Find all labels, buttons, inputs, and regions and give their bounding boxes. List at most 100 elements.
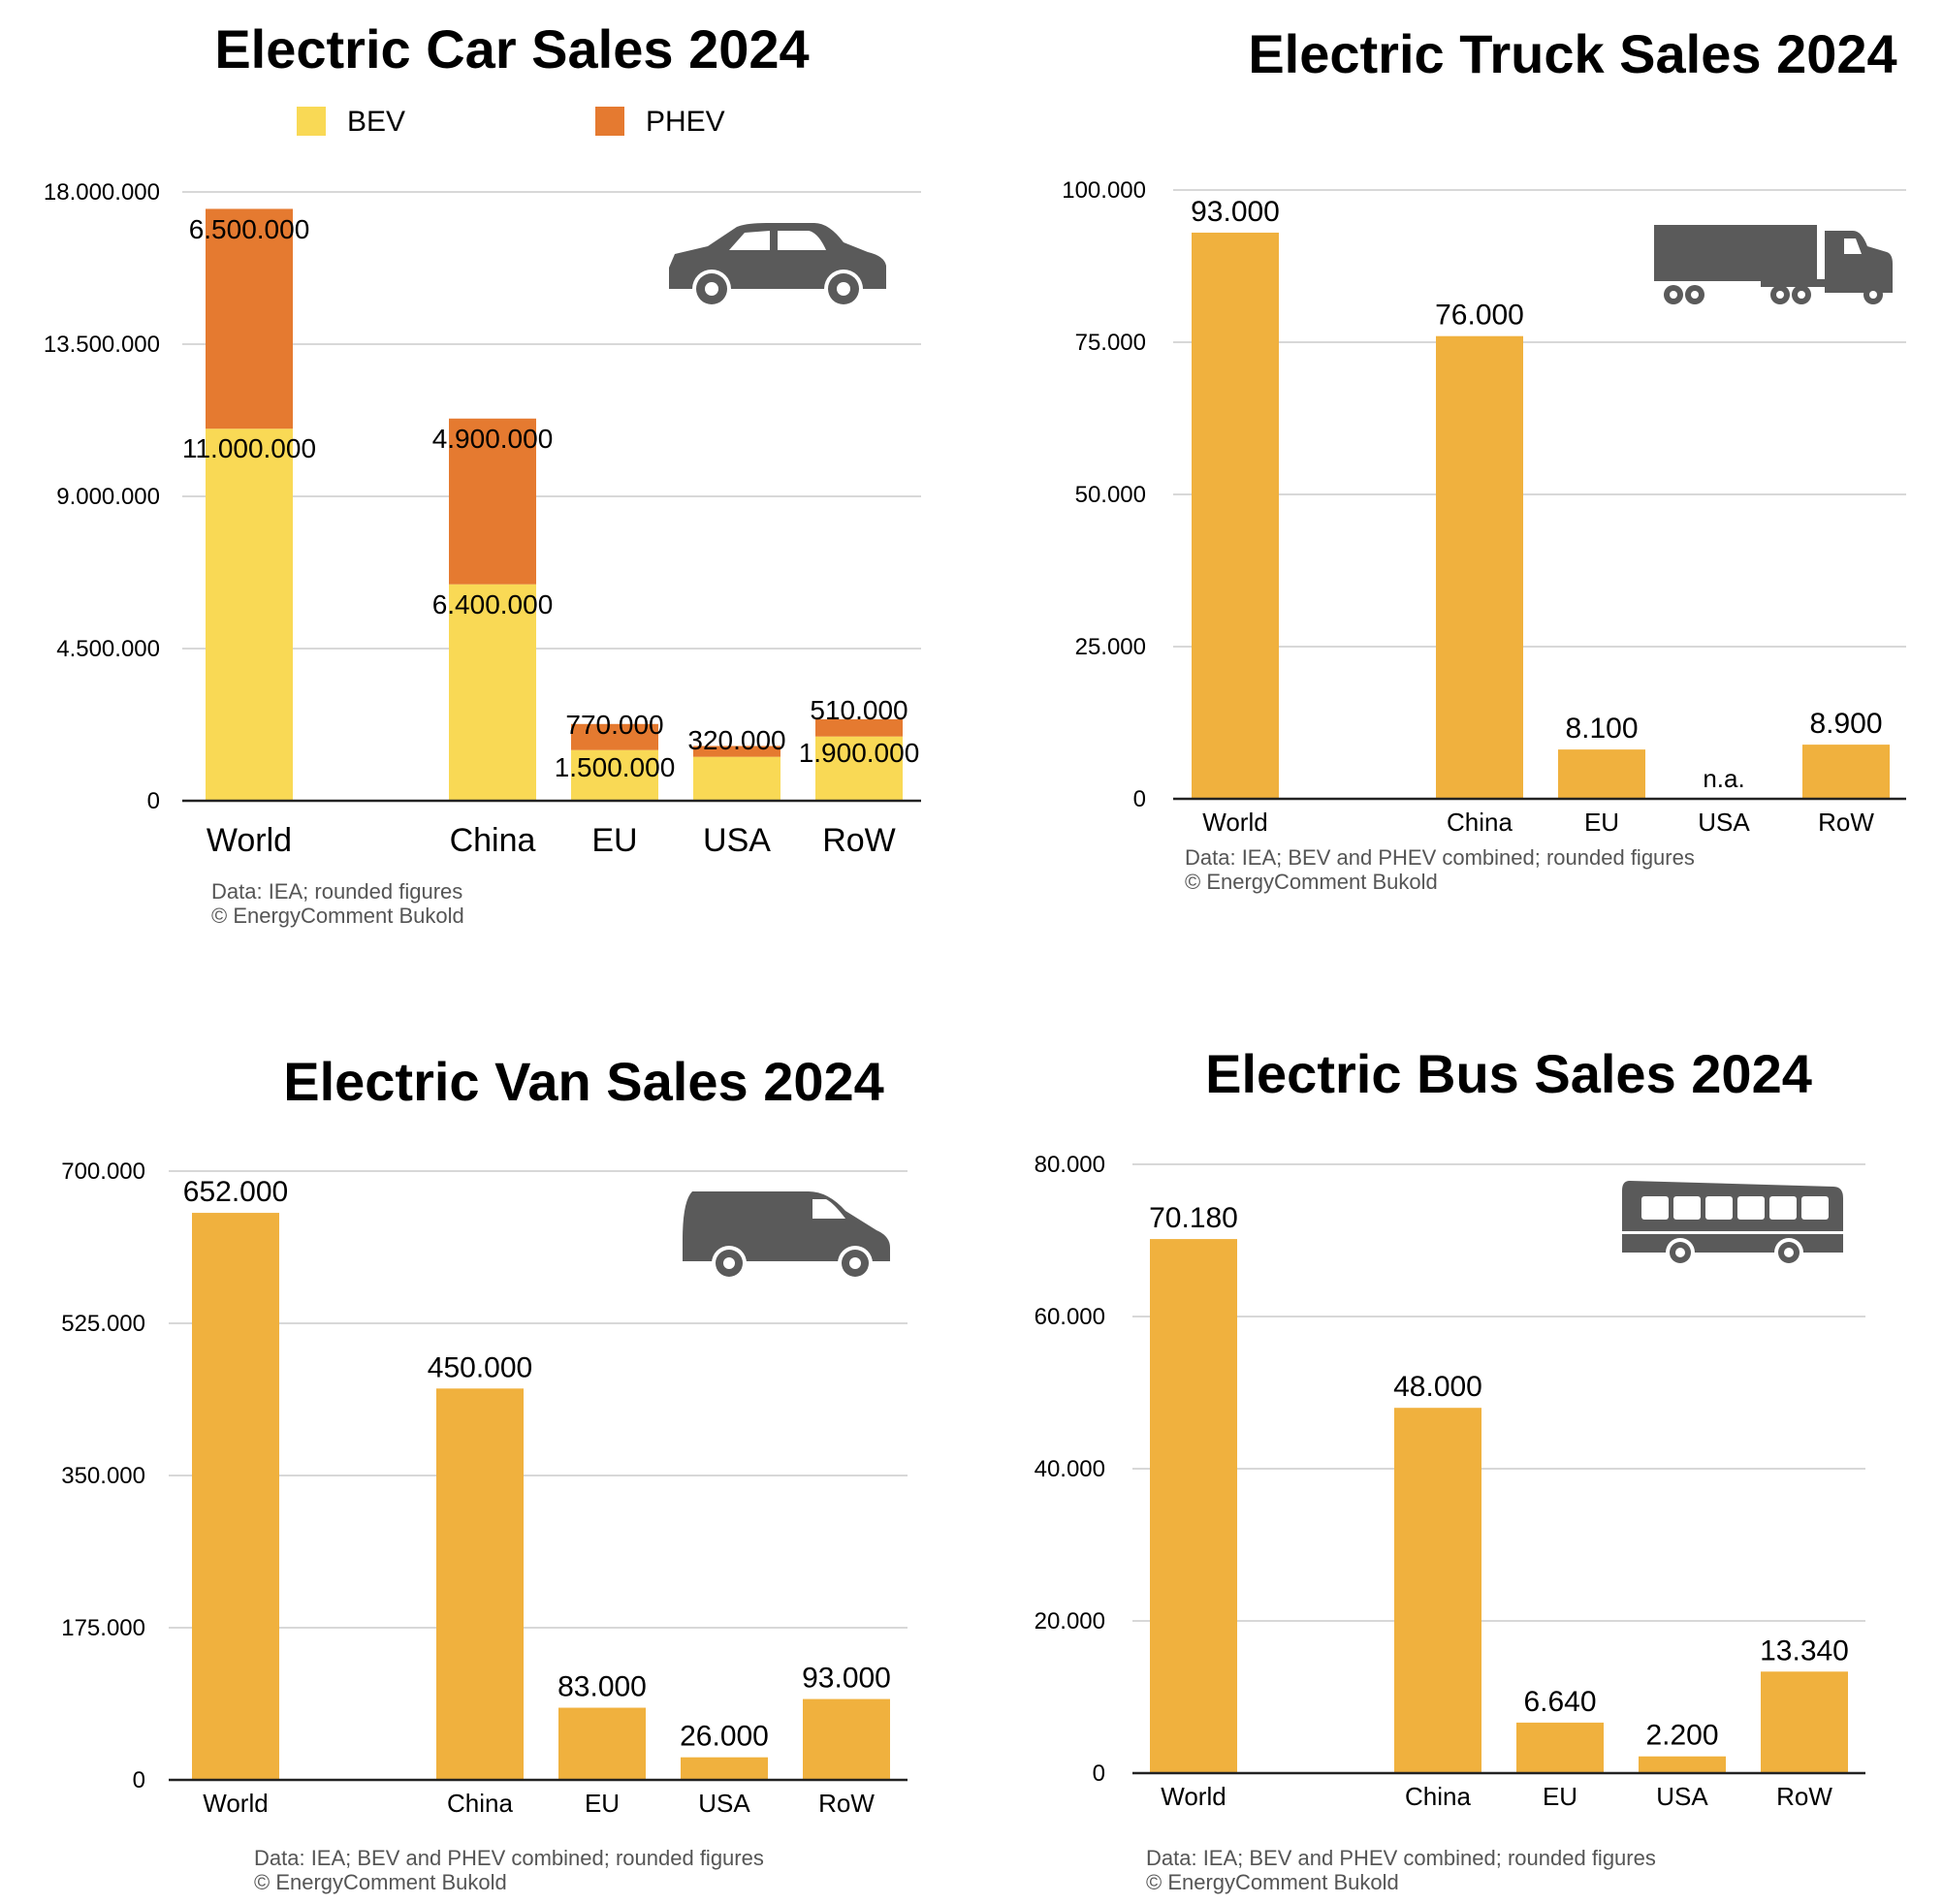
truck-wheel-hub: [1670, 291, 1677, 299]
source-note: Data: IEA; BEV and PHEV combined; rounde…: [1146, 1846, 1656, 1870]
truck-chassis: [1761, 279, 1838, 287]
x-tick-label: RoW: [1776, 1782, 1832, 1811]
bar-row: [1761, 1671, 1848, 1773]
bar-phev-row: [815, 718, 903, 737]
truck-cab: [1825, 231, 1893, 293]
bar-world: [1192, 232, 1279, 799]
bus-icon: [1622, 1181, 1843, 1267]
data-label-phev: 4.900.000: [432, 424, 554, 454]
bar-usa: [1639, 1756, 1726, 1773]
data-label-bev: 6.400.000: [432, 589, 554, 619]
van-wheel-hub: [849, 1257, 861, 1269]
data-label: 2.200: [1645, 1720, 1718, 1752]
bar-world: [1150, 1239, 1237, 1773]
bar-china: [1436, 335, 1523, 799]
y-tick-label: 175.000: [61, 1615, 145, 1641]
y-tick-label: 4.500.000: [56, 636, 160, 662]
data-label: 26.000: [680, 1721, 769, 1753]
car-window-rear: [778, 231, 826, 250]
y-tick-label: 525.000: [61, 1311, 145, 1337]
van-window: [812, 1199, 845, 1219]
bar-china: [1394, 1408, 1481, 1773]
y-tick-label: 40.000: [1035, 1456, 1105, 1482]
chart-panel-3: Electric Bus Sales 2024 0 20.000 40.000 60.0…: [1035, 1043, 1865, 1894]
x-tick-label: China: [1405, 1782, 1471, 1811]
x-tick-label: EU: [585, 1789, 620, 1818]
x-tick-label: World: [1202, 808, 1267, 837]
data-label: 6.640: [1523, 1686, 1596, 1718]
chart-title: Electric Car Sales 2024: [214, 18, 809, 79]
data-label: 8.100: [1565, 713, 1638, 745]
chart-panel-1: Electric Truck Sales 2024 0 25.000 50.000 75…: [1062, 23, 1906, 894]
y-tick-label: 50.000: [1075, 482, 1146, 508]
bar-bev-world: [206, 428, 293, 801]
bus-window: [1801, 1196, 1829, 1220]
x-tick-label: RoW: [822, 822, 896, 859]
y-tick-label: 13.500.000: [44, 332, 160, 358]
data-label: 450.000: [428, 1351, 532, 1383]
bus-window: [1673, 1196, 1701, 1220]
y-tick-label: 25.000: [1075, 634, 1146, 660]
chart-panel-0: Electric Car Sales 2024 0 4.500.000 9.000.0…: [44, 18, 921, 928]
data-label: 93.000: [802, 1663, 891, 1695]
bar-phev-world: [206, 208, 293, 429]
y-tick-label: 0: [133, 1767, 145, 1793]
y-tick-label: 60.000: [1035, 1304, 1105, 1330]
source-note: Data: IEA; BEV and PHEV combined; rounde…: [1185, 845, 1695, 870]
data-label: 76.000: [1435, 300, 1524, 332]
car-window-front: [729, 231, 770, 250]
y-tick-label: 0: [1133, 786, 1146, 812]
data-label: 48.000: [1393, 1371, 1482, 1403]
bus-window: [1641, 1196, 1669, 1220]
van-body: [683, 1191, 890, 1261]
legend-swatch-phev: [595, 107, 624, 136]
bus-window: [1705, 1196, 1733, 1220]
truck-wheel-hub: [1869, 291, 1877, 299]
van-wheel-hub: [723, 1257, 735, 1269]
y-tick-label: 0: [147, 788, 160, 814]
data-label-phev: 6.500.000: [189, 214, 310, 244]
car-body: [669, 223, 886, 289]
bar-bev-china: [449, 584, 536, 801]
data-label: 70.180: [1149, 1202, 1238, 1234]
data-label-bev: 1.900.000: [799, 738, 920, 768]
x-tick-label: EU: [1543, 1782, 1577, 1811]
data-label-bev: 11.000.000: [182, 433, 316, 463]
bar-bev-usa: [693, 756, 780, 801]
source-note: © EnergyComment Bukold: [1185, 870, 1438, 894]
bar-usa: [681, 1757, 768, 1780]
y-tick-label: 75.000: [1075, 330, 1146, 356]
legend-swatch-bev: [297, 107, 326, 136]
chart-title: Electric Van Sales 2024: [283, 1051, 884, 1112]
x-tick-label: RoW: [1818, 808, 1874, 837]
bar-row: [1802, 745, 1890, 799]
data-label: 652.000: [183, 1176, 288, 1208]
bar-bev-eu: [571, 749, 658, 801]
bar-row: [803, 1698, 890, 1780]
source-note: © EnergyComment Bukold: [254, 1870, 507, 1894]
data-label-phev: 320.000: [687, 725, 785, 755]
data-label-bev: 1.500.000: [555, 752, 676, 782]
bar-phev-usa: [693, 746, 780, 757]
data-label: n.a.: [1703, 764, 1744, 793]
bus-window: [1769, 1196, 1797, 1220]
x-tick-label: World: [1161, 1782, 1226, 1811]
truck-window: [1844, 238, 1862, 254]
x-tick-label: USA: [698, 1789, 750, 1818]
data-label: 83.000: [557, 1671, 647, 1703]
x-tick-label: RoW: [818, 1789, 875, 1818]
truck-wheel-hub: [1776, 291, 1784, 299]
x-tick-label: USA: [1698, 808, 1750, 837]
bus-wheel-hub: [1784, 1248, 1794, 1257]
bus-window: [1737, 1196, 1765, 1220]
source-note: © EnergyComment Bukold: [1146, 1870, 1399, 1894]
bus-stripe: [1622, 1231, 1843, 1234]
x-tick-label: USA: [1656, 1782, 1708, 1811]
data-label: 93.000: [1191, 196, 1280, 228]
chart-title: Electric Truck Sales 2024: [1248, 23, 1896, 84]
y-tick-label: 80.000: [1035, 1152, 1105, 1178]
truck-wheel-hub: [1691, 291, 1699, 299]
y-tick-label: 9.000.000: [56, 484, 160, 510]
bus-wheel-hub: [1675, 1248, 1685, 1257]
